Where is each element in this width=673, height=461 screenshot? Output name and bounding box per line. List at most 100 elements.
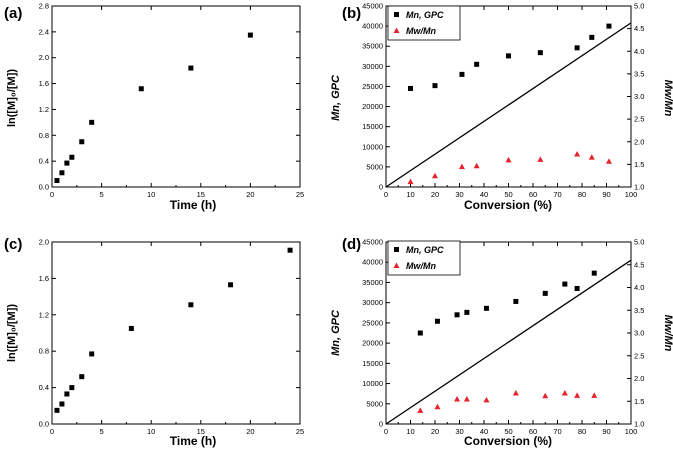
theory-line-b <box>385 22 632 188</box>
data-point-c <box>287 247 293 253</box>
y2-tick-label-b: 3.5 <box>634 69 644 78</box>
y-tick-label-d: 30000 <box>362 298 383 307</box>
mn-point-b <box>506 53 511 59</box>
theory-line-d <box>385 259 632 425</box>
x-tick-label-b: 30 <box>455 190 463 199</box>
x-tick-label-d: 80 <box>578 427 586 436</box>
legend-label-pdi-d: Mw/Mn <box>406 261 436 271</box>
legend-d: Mn, GPC Mw/Mn <box>387 240 461 276</box>
y-tick-label-d: 10000 <box>362 379 383 388</box>
y-tick-label-c: 1.2 <box>39 310 49 319</box>
x-tick-label-d: 40 <box>480 427 488 436</box>
pdi-point-b <box>458 163 465 170</box>
x-tick-label-b: 0 <box>384 190 388 199</box>
pdi-point-d <box>417 407 424 413</box>
legend-triangle-marker-d <box>393 262 400 268</box>
data-point-a <box>188 65 194 71</box>
x-tick-label-c: 10 <box>147 427 155 436</box>
pdi-point-b <box>574 150 581 157</box>
pdi-point-d <box>561 390 568 396</box>
y-tick-label-b: 30000 <box>362 62 383 71</box>
x-axis-label-d: Conversion (%) <box>464 434 552 448</box>
y-tick-label-b: 10000 <box>362 142 383 151</box>
legend-box-d <box>387 240 461 276</box>
pdi-point-b <box>473 162 480 169</box>
pdi-point-b <box>605 158 612 164</box>
data-point-a <box>54 178 60 184</box>
pdi-point-d <box>483 396 490 403</box>
mn-point-b <box>574 45 580 51</box>
x-tick-label-b: 10 <box>406 190 414 199</box>
y-tick-label-a: 0.8 <box>39 131 49 140</box>
data-point-c <box>59 401 65 407</box>
x-axis-label-c: Time (h) <box>170 434 216 448</box>
y2-tick-label-b: 4.0 <box>634 47 644 56</box>
plot-frame-c <box>51 241 301 425</box>
x-tick-label-a: 5 <box>100 190 104 199</box>
panel-label-c: (c) <box>4 236 22 253</box>
data-point-c <box>89 351 95 357</box>
pdi-point-d <box>434 403 441 410</box>
y-tick-label-a: 0.0 <box>39 183 49 192</box>
y-tick-label-b: 15000 <box>362 122 383 131</box>
mn-point-d <box>464 309 470 315</box>
chart-panel-a: 0 5 10 15 20 25 0.0 0.4 0.8 1.2 1.6 2.0 2.4 2.8 <box>39 2 305 200</box>
x-tick-label-c: 0 <box>50 427 54 436</box>
x-tick-label-a: 25 <box>296 190 304 199</box>
y-tick-label-b: 20000 <box>362 102 383 111</box>
data-point-a <box>79 139 85 145</box>
y2-tick-label-b: 1.0 <box>634 183 644 192</box>
mn-point-d <box>454 312 460 318</box>
x-tick-label-d: 30 <box>455 427 463 436</box>
x-tick-label-b: 20 <box>431 190 439 199</box>
x-tick-label-b: 80 <box>578 190 586 199</box>
y-tick-label-a: 1.6 <box>39 79 49 88</box>
mn-point-b <box>589 34 595 40</box>
y-tick-label-a: 0.4 <box>39 157 49 166</box>
pdi-point-d <box>463 395 470 402</box>
x-tick-label-c: 5 <box>100 427 104 436</box>
panel-label-b: (b) <box>342 5 361 22</box>
data-point-c <box>228 282 234 288</box>
mn-point-b <box>537 50 543 56</box>
y-tick-label-a: 2.0 <box>39 53 49 62</box>
mn-point-d <box>542 290 548 296</box>
mn-point-d <box>434 318 440 324</box>
y-tick-label-b: 5000 <box>366 162 383 171</box>
chart-panel-c: 0 5 10 15 20 25 0.0 0.4 0.8 1.2 1.6 2.0 <box>39 238 305 437</box>
pdi-point-b <box>588 154 595 160</box>
legend-label-mn-d: Mn, GPC <box>406 245 444 255</box>
mn-point-b <box>408 85 413 91</box>
data-point-c <box>188 302 194 308</box>
x-tick-label-d: 0 <box>384 427 388 436</box>
y-tick-label-a: 2.4 <box>39 27 49 36</box>
y-tick-label-c: 0.0 <box>39 420 49 429</box>
x-tick-label-d: 70 <box>553 427 561 436</box>
legend-label-mn-b: Mn, GPC <box>406 10 444 20</box>
y-tick-label-c: 2.0 <box>39 238 49 247</box>
y-tick-label-d: 5000 <box>366 399 383 408</box>
pdi-point-d <box>574 392 581 398</box>
mn-point-b <box>459 71 465 77</box>
pdi-point-b <box>432 172 438 179</box>
y2-tick-label-d: 2.5 <box>634 351 644 360</box>
pdi-point-b <box>407 178 414 185</box>
panel-label-d: (d) <box>342 236 361 253</box>
legend-triangle-marker-b <box>393 27 400 33</box>
x-tick-label-b: 60 <box>529 190 537 199</box>
pdi-point-d <box>454 395 461 402</box>
x-tick-label-c: 25 <box>296 427 304 436</box>
y2-tick-label-b: 3.0 <box>634 92 644 101</box>
y-tick-label-a: 1.2 <box>39 105 49 114</box>
mn-point-d <box>483 305 489 311</box>
y-tick-label-d: 20000 <box>362 339 383 348</box>
y-tick-label-b: 40000 <box>362 22 383 31</box>
y-tick-label-b: 0 <box>379 183 383 192</box>
y-tick-label-d: 40000 <box>362 258 383 267</box>
x-tick-label-d: 10 <box>406 427 414 436</box>
y-tick-label-c: 1.6 <box>39 274 49 283</box>
x-axis-label-a: Time (h) <box>170 198 216 212</box>
plot-frame-a <box>51 5 301 188</box>
pdi-point-d <box>542 392 549 399</box>
y-tick-label-c: 0.4 <box>39 383 49 392</box>
